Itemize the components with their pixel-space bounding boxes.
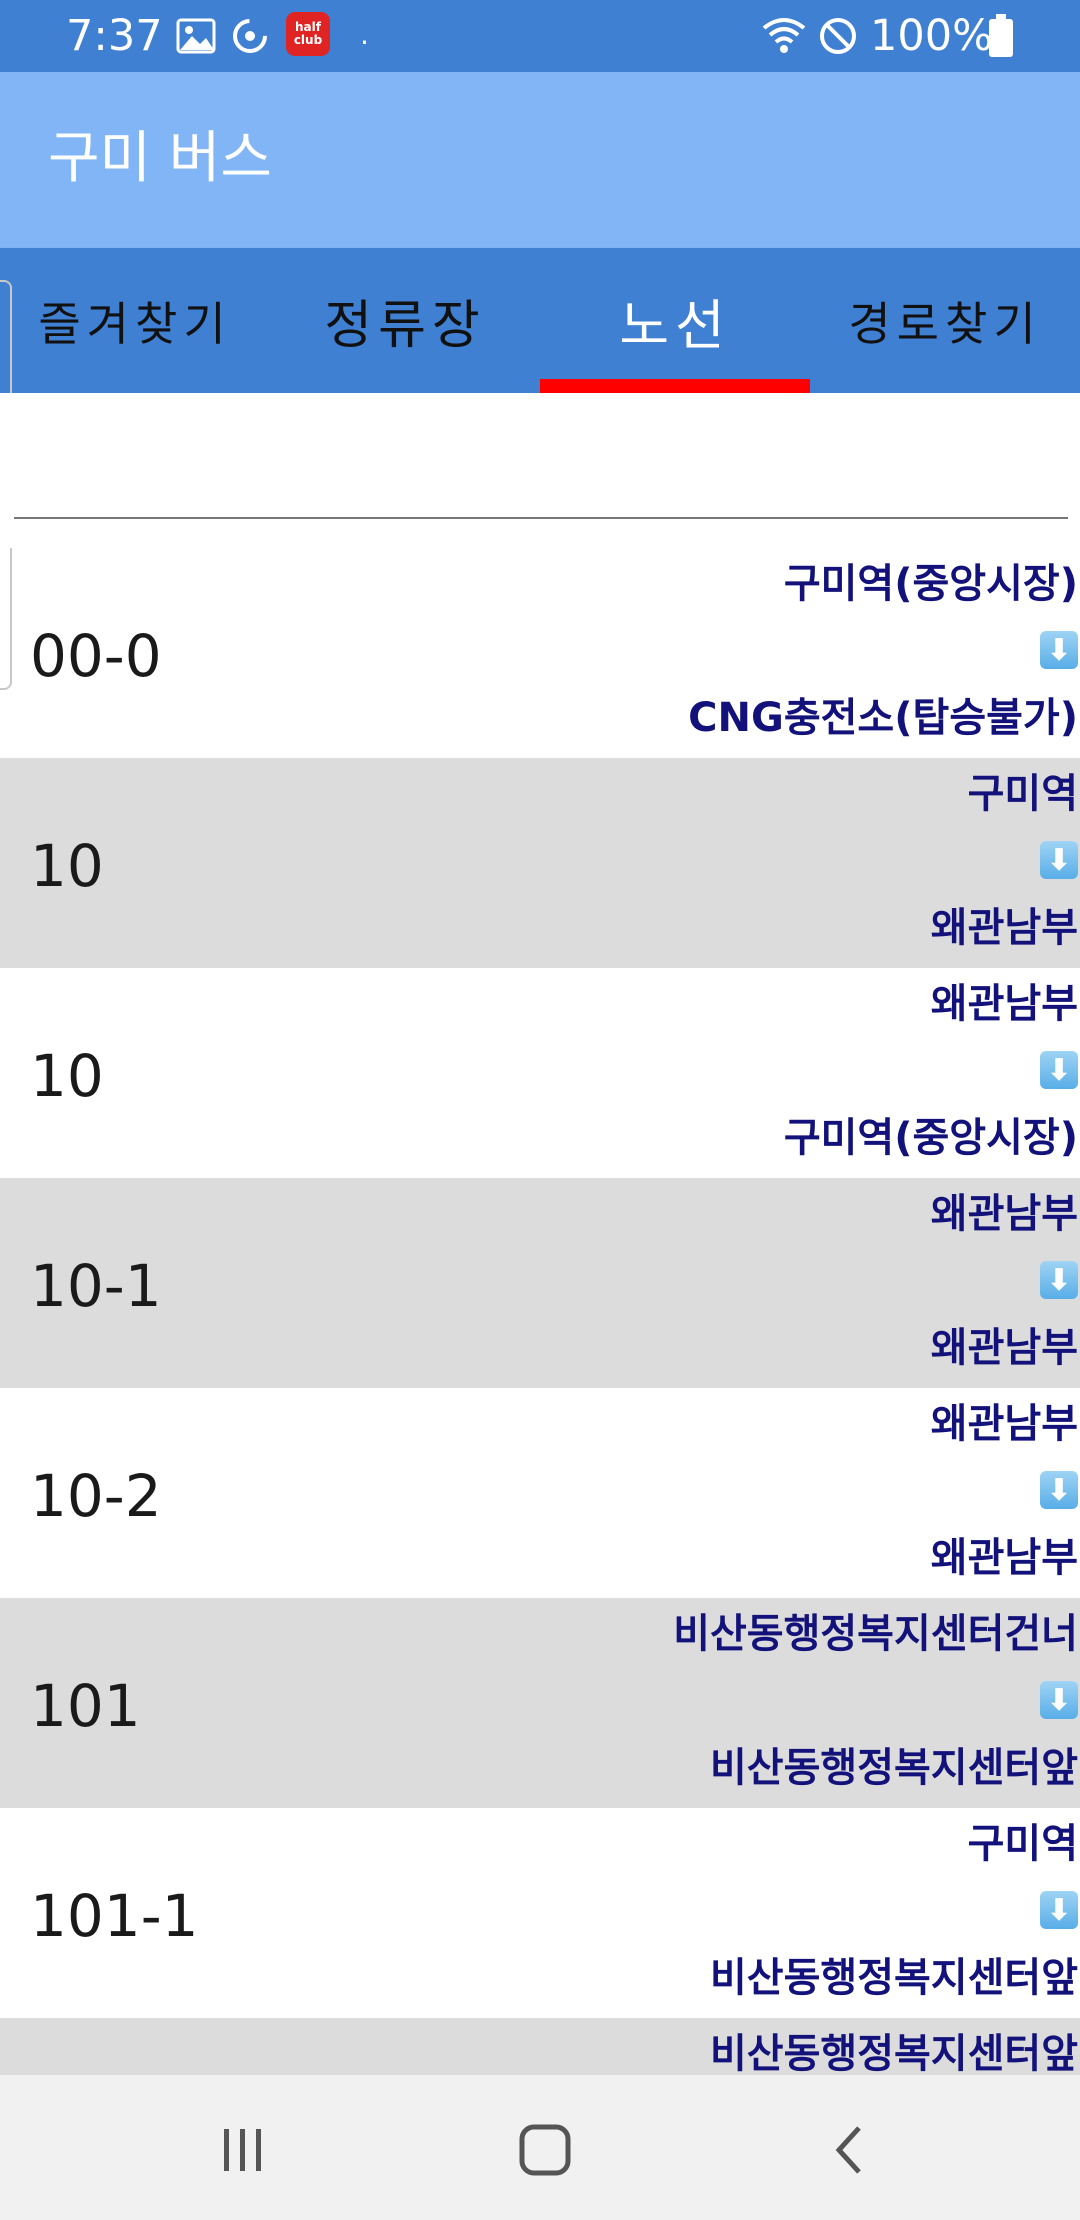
route-number: 00-0	[30, 622, 162, 690]
route-end-stop: 구미역(중앙시장)	[783, 1115, 1078, 1161]
home-icon	[519, 2124, 571, 2176]
route-row[interactable]: 101-1 구미역 ⬇ 비산동행정복지센터앞	[0, 1808, 1080, 2018]
down-arrow-icon: ⬇	[1040, 1681, 1078, 1719]
search-area	[0, 393, 1080, 548]
route-end-stop: CNG충전소(탑승불가)	[688, 695, 1078, 741]
back-button[interactable]	[814, 2115, 884, 2185]
tab-path-finder[interactable]: 경로찾기	[810, 248, 1080, 393]
route-start-stop: 구미역(중앙시장)	[783, 561, 1078, 607]
route-number: 10	[30, 1042, 104, 1110]
route-number: 10-2	[30, 1462, 162, 1530]
route-end-stop: 왜관남부	[930, 1325, 1078, 1371]
halfclub-app-icon: half club	[286, 12, 330, 56]
tab-label: 정류장	[324, 296, 486, 356]
route-number: 10	[30, 832, 104, 900]
tab-favorites[interactable]: 즐겨찾기	[0, 248, 270, 393]
notification-dot: ·	[360, 25, 369, 59]
tab-label: 경로찾기	[848, 296, 1042, 351]
tab-label: 즐겨찾기	[38, 296, 232, 351]
battery-icon	[988, 14, 1014, 58]
app-title: 구미 버스	[48, 126, 272, 191]
route-start-stop: 왜관남부	[930, 1401, 1078, 1447]
route-start-stop: 구미역	[967, 771, 1078, 817]
route-number: 101	[30, 1672, 141, 1740]
recents-icon	[224, 2129, 261, 2171]
route-start-stop: 왜관남부	[930, 981, 1078, 1027]
tab-bar: 즐겨찾기 정류장 노선 경로찾기	[0, 248, 1080, 393]
route-list[interactable]: 00-0 구미역(중앙시장) ⬇ CNG충전소(탑승불가) 10 구미역 ⬇ 왜…	[0, 548, 1080, 2075]
home-button[interactable]	[510, 2115, 580, 2185]
tab-active-indicator	[540, 379, 810, 393]
route-row[interactable]: 10 구미역 ⬇ 왜관남부	[0, 758, 1080, 968]
route-row[interactable]: 101 비산동행정복지센터건너 ⬇ 비산동행정복지센터앞	[0, 1598, 1080, 1808]
route-start-stop: 왜관남부	[930, 1191, 1078, 1237]
tab-label: 노선	[619, 294, 731, 357]
status-bar: 7:37 half club · 100%	[0, 0, 1080, 72]
wifi-icon	[760, 14, 808, 58]
route-end-stop: 왜관남부	[930, 1535, 1078, 1581]
route-number: 10-1	[30, 1252, 162, 1320]
route-end-stop: 비산동행정복지센터앞	[710, 1745, 1078, 1791]
tab-stops[interactable]: 정류장	[270, 248, 540, 393]
halfclub-label-top: half	[295, 20, 321, 34]
route-row[interactable]: 비산동행정복지센터앞	[0, 2018, 1080, 2075]
battery-percent: 100%	[870, 11, 993, 61]
down-arrow-icon: ⬇	[1040, 841, 1078, 879]
route-row[interactable]: 00-0 구미역(중앙시장) ⬇ CNG충전소(탑승불가)	[0, 548, 1080, 758]
do-not-disturb-icon	[818, 14, 858, 58]
down-arrow-icon: ⬇	[1040, 1471, 1078, 1509]
route-search-input[interactable]	[14, 423, 1068, 519]
status-time: 7:37	[66, 11, 163, 61]
route-start-stop: 비산동행정복지센터앞	[710, 2031, 1078, 2075]
route-row[interactable]: 10 왜관남부 ⬇ 구미역(중앙시장)	[0, 968, 1080, 1178]
gallery-icon	[176, 14, 216, 58]
app-bar: 구미 버스	[0, 72, 1080, 248]
down-arrow-icon: ⬇	[1040, 1051, 1078, 1089]
halfclub-label-bottom: club	[293, 33, 323, 47]
route-row[interactable]: 10-2 왜관남부 ⬇ 왜관남부	[0, 1388, 1080, 1598]
recents-button[interactable]	[208, 2115, 278, 2185]
back-icon	[835, 2126, 861, 2174]
route-end-stop: 비산동행정복지센터앞	[710, 1955, 1078, 2001]
sync-icon	[230, 14, 270, 58]
down-arrow-icon: ⬇	[1040, 1891, 1078, 1929]
route-number: 101-1	[30, 1882, 199, 1950]
down-arrow-icon: ⬇	[1040, 1261, 1078, 1299]
route-start-stop: 구미역	[967, 1821, 1078, 1867]
route-row[interactable]: 10-1 왜관남부 ⬇ 왜관남부	[0, 1178, 1080, 1388]
down-arrow-icon: ⬇	[1040, 631, 1078, 669]
route-end-stop: 왜관남부	[930, 905, 1078, 951]
tab-routes[interactable]: 노선	[540, 248, 810, 393]
route-start-stop: 비산동행정복지센터건너	[673, 1611, 1078, 1657]
system-nav-bar	[0, 2075, 1080, 2220]
